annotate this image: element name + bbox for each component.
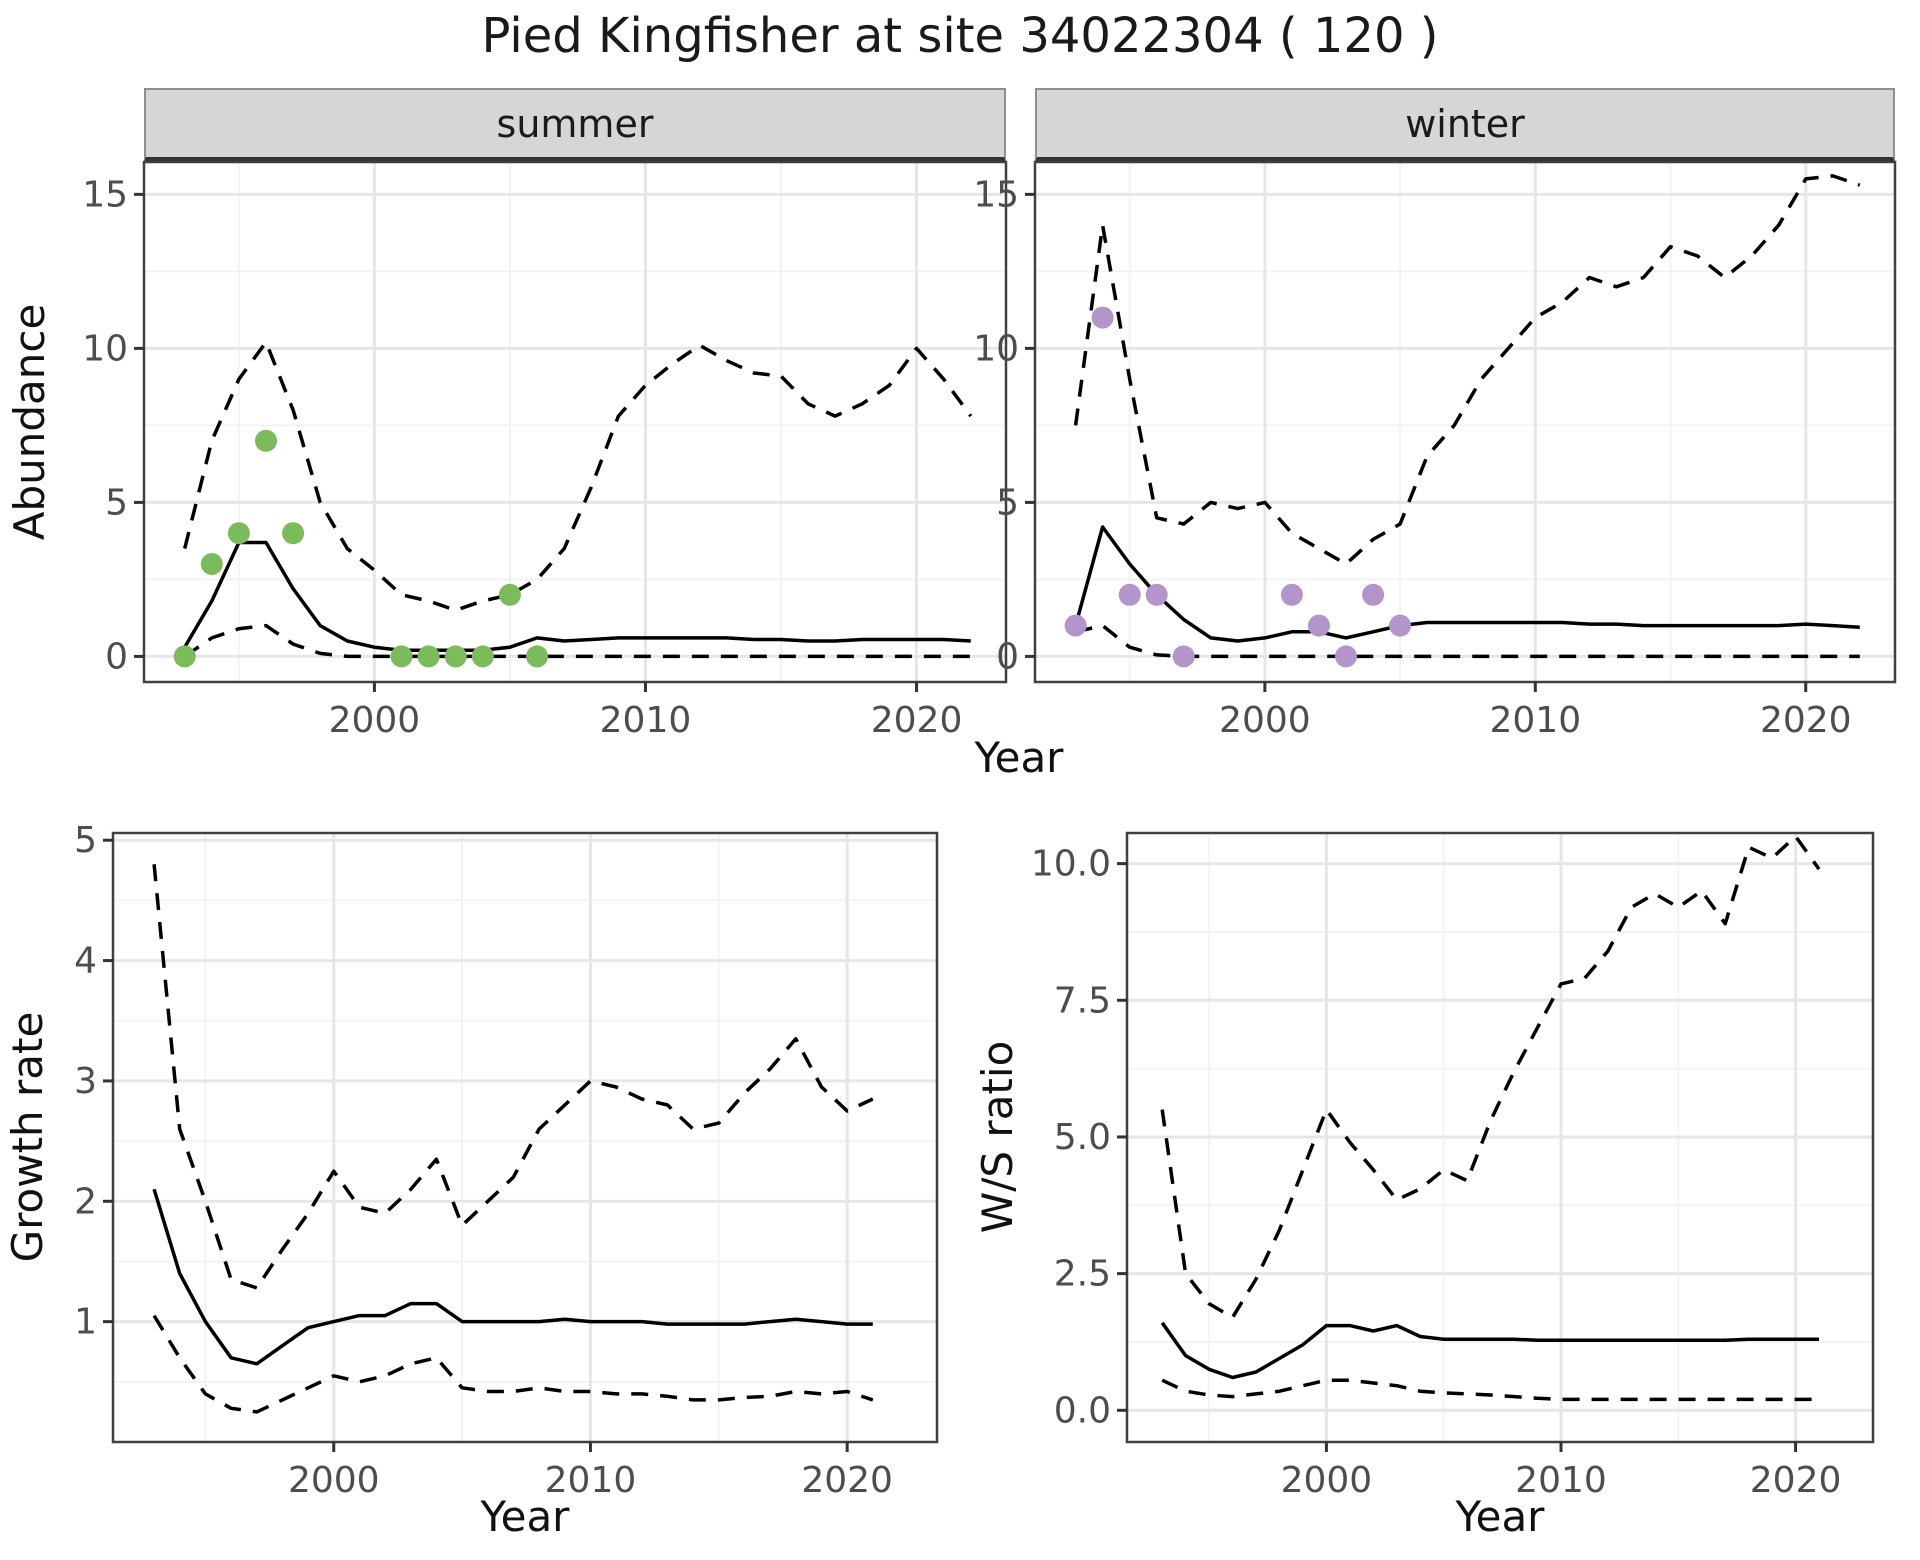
observation-point bbox=[498, 583, 521, 606]
y-tick-label: 10.0 bbox=[1031, 844, 1111, 885]
lower-ci-line bbox=[1161, 1378, 1819, 1402]
observation-point bbox=[1335, 645, 1357, 668]
observation-point bbox=[1362, 583, 1385, 606]
observation-point bbox=[417, 645, 440, 668]
x-tick-label: 2000 bbox=[329, 700, 421, 741]
y-tick-label: 0 bbox=[105, 636, 128, 677]
y-tick-label: 5 bbox=[105, 482, 128, 523]
observation-point bbox=[1145, 583, 1168, 606]
x-tick-label: 2010 bbox=[545, 1460, 637, 1501]
observation-point bbox=[1064, 614, 1087, 637]
facet-strip-summer-label: summer bbox=[496, 101, 654, 146]
y-tick-label: 2 bbox=[74, 1181, 97, 1222]
panel-ws-ratio: 2000 2010 2020 0.0 2.5 5.0 7.5 10.0 bbox=[1031, 831, 1875, 1501]
lower-ci-line bbox=[152, 1314, 874, 1414]
mean-line bbox=[1160, 1321, 1819, 1380]
y-axis-label-growth-rate: Growth rate bbox=[3, 1012, 52, 1263]
upper-ci-line bbox=[183, 340, 973, 612]
panel-background bbox=[144, 162, 1006, 682]
y-tick-label: 0 bbox=[996, 636, 1019, 677]
observation-point bbox=[282, 522, 305, 545]
lower-ci-line bbox=[183, 623, 971, 659]
mean-line bbox=[152, 1188, 873, 1366]
y-tick-label: 4 bbox=[74, 941, 97, 982]
facet-strip-summer: summer bbox=[144, 88, 1006, 162]
panel-abundance-summer: 2000 2010 2020 0 5 10 15 bbox=[82, 160, 1008, 741]
x-tick-label: 2010 bbox=[1490, 700, 1582, 741]
facet-strip-winter: winter bbox=[1035, 88, 1895, 162]
x-tick-label: 2010 bbox=[1515, 1460, 1607, 1501]
panel-abundance-winter: 2000 2010 2020 0 5 10 15 bbox=[973, 160, 1897, 741]
observation-point bbox=[227, 522, 250, 545]
observation-point bbox=[1308, 614, 1330, 637]
observation-point bbox=[390, 645, 413, 668]
upper-ci-line bbox=[152, 864, 874, 1290]
observation-point bbox=[526, 645, 549, 668]
mean-line bbox=[1073, 525, 1860, 643]
y-tick-label: 7.5 bbox=[1054, 980, 1111, 1021]
observation-point bbox=[200, 553, 223, 575]
x-tick-label: 2020 bbox=[1750, 1460, 1842, 1501]
x-tick-label: 2010 bbox=[600, 700, 692, 741]
upper-ci-line bbox=[1160, 834, 1821, 1320]
observation-point bbox=[1280, 583, 1303, 606]
panel-border bbox=[1033, 160, 1897, 684]
x-axis-label-top: Year bbox=[974, 733, 1065, 782]
y-tick-label: 10 bbox=[973, 328, 1019, 369]
x-tick-label: 2020 bbox=[871, 700, 963, 741]
y-tick-label: 15 bbox=[973, 174, 1019, 215]
observation-point bbox=[1118, 583, 1141, 606]
y-tick-label: 2.5 bbox=[1054, 1254, 1111, 1295]
x-tick-label: 2000 bbox=[288, 1460, 380, 1501]
y-axis-label-ws-ratio: W/S ratio bbox=[973, 1041, 1022, 1234]
panel-background bbox=[1035, 162, 1895, 682]
x-tick-label: 2000 bbox=[1281, 1460, 1373, 1501]
upper-ci-line bbox=[1073, 174, 1861, 566]
x-tick-label: 2020 bbox=[801, 1460, 893, 1501]
y-tick-label: 5.0 bbox=[1054, 1117, 1111, 1158]
mean-line bbox=[183, 540, 971, 653]
chart-title: Pied Kingfisher at site 34022304 ( 120 ) bbox=[481, 8, 1439, 64]
observation-point bbox=[1172, 645, 1195, 668]
y-tick-label: 10 bbox=[82, 328, 128, 369]
y-tick-label: 5 bbox=[74, 820, 97, 861]
x-tick-label: 2000 bbox=[1219, 700, 1311, 741]
panel-growth-rate: 2000 2010 2020 1 2 3 4 5 bbox=[74, 820, 939, 1501]
panel-border bbox=[142, 160, 1008, 684]
x-tick-label: 2020 bbox=[1760, 700, 1852, 741]
y-tick-label: 15 bbox=[82, 174, 128, 215]
y-tick-label: 3 bbox=[74, 1061, 97, 1102]
y-tick-label: 5 bbox=[996, 482, 1019, 523]
y-tick-label: 1 bbox=[74, 1302, 97, 1343]
observation-point bbox=[173, 645, 196, 668]
panel-background bbox=[113, 833, 937, 1442]
observation-point bbox=[255, 429, 277, 452]
observation-point bbox=[444, 645, 467, 668]
observation-point bbox=[471, 645, 494, 668]
panel-border bbox=[111, 831, 939, 1444]
observation-point bbox=[1091, 306, 1114, 329]
x-axis-label-bottom-left: Year bbox=[480, 1492, 571, 1541]
y-axis-label-abundance: Abundance bbox=[5, 304, 54, 541]
y-tick-label: 0.0 bbox=[1054, 1390, 1111, 1431]
facet-strip-winter-label: winter bbox=[1405, 101, 1525, 146]
x-axis-label-bottom-right: Year bbox=[1455, 1492, 1546, 1541]
observation-point bbox=[1389, 614, 1412, 637]
